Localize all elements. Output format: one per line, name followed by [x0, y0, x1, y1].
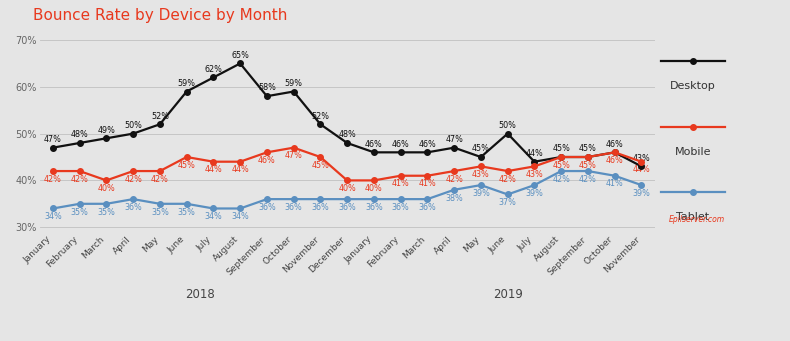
Text: 41%: 41%: [606, 179, 623, 189]
Text: 40%: 40%: [338, 184, 356, 193]
Point: [720, 125, 729, 129]
Text: 46%: 46%: [258, 156, 276, 165]
Text: 45%: 45%: [579, 144, 597, 153]
Text: 44%: 44%: [205, 165, 222, 175]
Text: 36%: 36%: [124, 203, 142, 212]
Text: 36%: 36%: [284, 203, 303, 212]
Text: 44%: 44%: [525, 149, 544, 158]
Text: 39%: 39%: [633, 189, 650, 198]
Text: 35%: 35%: [97, 208, 115, 217]
Text: 34%: 34%: [231, 212, 249, 221]
Text: 41%: 41%: [392, 179, 409, 189]
Point: [656, 59, 666, 63]
Text: 62%: 62%: [205, 65, 222, 74]
Text: 65%: 65%: [231, 51, 249, 60]
Text: 45%: 45%: [178, 161, 196, 170]
Text: 50%: 50%: [124, 121, 142, 130]
Text: 47%: 47%: [284, 151, 303, 160]
Text: 42%: 42%: [44, 175, 62, 184]
Text: 37%: 37%: [498, 198, 517, 207]
Text: 34%: 34%: [205, 212, 222, 221]
Point: [656, 125, 666, 129]
Point: [720, 190, 729, 194]
Text: 43%: 43%: [525, 170, 544, 179]
Text: Desktop: Desktop: [670, 81, 716, 91]
Text: 41%: 41%: [419, 179, 436, 189]
Text: 2019: 2019: [493, 288, 523, 301]
Text: 47%: 47%: [446, 135, 463, 144]
Text: 40%: 40%: [365, 184, 383, 193]
Text: 35%: 35%: [178, 208, 196, 217]
Text: 58%: 58%: [258, 84, 276, 92]
Text: 42%: 42%: [124, 175, 142, 184]
Text: 44%: 44%: [231, 165, 249, 175]
Text: 36%: 36%: [365, 203, 383, 212]
Text: 46%: 46%: [606, 156, 623, 165]
Text: 46%: 46%: [365, 139, 383, 149]
Text: 38%: 38%: [446, 193, 463, 203]
Text: 59%: 59%: [178, 79, 196, 88]
Text: 35%: 35%: [70, 208, 88, 217]
Text: 39%: 39%: [525, 189, 544, 198]
Text: 34%: 34%: [44, 212, 62, 221]
Text: 47%: 47%: [44, 135, 62, 144]
Text: 52%: 52%: [151, 112, 169, 120]
Text: 36%: 36%: [338, 203, 356, 212]
Text: 42%: 42%: [498, 175, 517, 184]
Text: 59%: 59%: [284, 79, 303, 88]
Text: 42%: 42%: [552, 175, 570, 184]
Text: Bounce Rate by Device by Month: Bounce Rate by Device by Month: [33, 8, 288, 23]
Text: 46%: 46%: [392, 139, 409, 149]
Text: 2018: 2018: [185, 288, 215, 301]
Text: 49%: 49%: [97, 125, 115, 135]
Text: 42%: 42%: [579, 175, 597, 184]
Text: 48%: 48%: [338, 130, 356, 139]
Text: 42%: 42%: [446, 175, 463, 184]
Text: 36%: 36%: [419, 203, 436, 212]
Point: [720, 59, 729, 63]
Text: 46%: 46%: [606, 139, 623, 149]
Text: 52%: 52%: [311, 112, 329, 120]
Text: 45%: 45%: [579, 161, 597, 170]
Text: 35%: 35%: [151, 208, 169, 217]
Text: 46%: 46%: [419, 139, 436, 149]
Text: 45%: 45%: [472, 144, 490, 153]
Text: 42%: 42%: [70, 175, 88, 184]
Text: 45%: 45%: [552, 161, 570, 170]
Point: [656, 190, 666, 194]
Text: 44%: 44%: [633, 165, 650, 175]
Text: 48%: 48%: [71, 130, 88, 139]
Text: 43%: 43%: [472, 170, 490, 179]
Text: 36%: 36%: [311, 203, 329, 212]
Text: 45%: 45%: [311, 161, 329, 170]
Text: Epilserver.com: Epilserver.com: [668, 215, 724, 224]
Text: 42%: 42%: [151, 175, 169, 184]
Text: 40%: 40%: [97, 184, 115, 193]
Text: Tablet: Tablet: [676, 212, 709, 222]
Text: 43%: 43%: [633, 154, 650, 163]
Text: Mobile: Mobile: [675, 147, 711, 158]
Text: 50%: 50%: [498, 121, 517, 130]
Text: 36%: 36%: [392, 203, 409, 212]
Text: 45%: 45%: [552, 144, 570, 153]
Text: 39%: 39%: [472, 189, 490, 198]
Text: 36%: 36%: [258, 203, 276, 212]
